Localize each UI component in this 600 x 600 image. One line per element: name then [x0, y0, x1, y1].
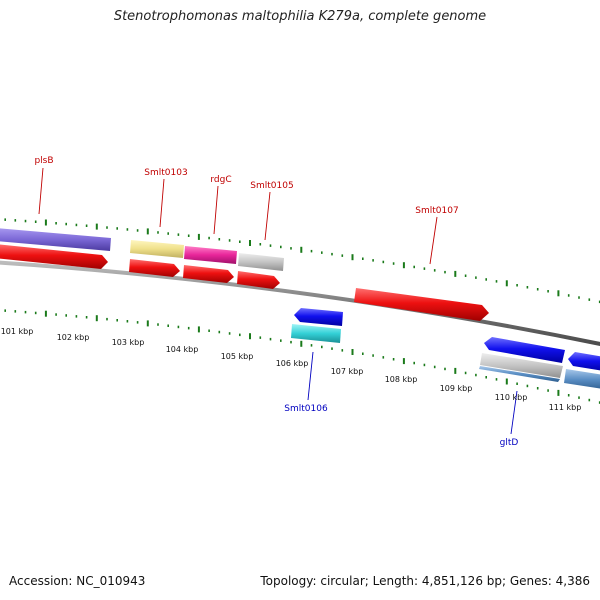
scale-label-109kbp: 109 kbp	[440, 384, 473, 393]
rdgC-feature-bar[interactable]	[184, 246, 237, 264]
gene-label-Smlt0103[interactable]: Smlt0103	[144, 168, 187, 178]
gltD-cds-arrow[interactable]	[484, 337, 565, 363]
scale-label-106kbp: 106 kbp	[276, 359, 309, 368]
genome-backbone	[0, 260, 600, 347]
forward-label-leaders	[38, 167, 438, 265]
scale-label-105kbp: 105 kbp	[221, 352, 254, 361]
scale-label-104kbp: 104 kbp	[166, 345, 199, 354]
Smlt0106-cds-arrow[interactable]	[294, 308, 343, 326]
gene-label-gltD[interactable]: gltD	[500, 438, 519, 448]
next-gene-cds-arrow[interactable]	[568, 352, 600, 372]
gene-label-Smlt0107[interactable]: Smlt0107	[415, 206, 458, 216]
Smlt0107-cds-arrow[interactable]	[354, 288, 489, 321]
Smlt0106-feature-bar[interactable]	[291, 324, 341, 343]
scale-label-101kbp: 101 kbp	[1, 327, 34, 336]
scale-label-108kbp: 108 kbp	[385, 375, 418, 384]
Smlt0103-feature-bar[interactable]	[130, 240, 184, 258]
plsB-feature-bar[interactable]	[0, 228, 111, 251]
Smlt0105-feature-bar[interactable]	[238, 253, 284, 271]
gene-label-Smlt0106[interactable]: Smlt0106	[284, 404, 328, 414]
plsB-cds-arrow[interactable]	[0, 244, 108, 269]
gltD-gray-feature-bar[interactable]	[480, 353, 563, 378]
map-title: Stenotrophomonas maltophilia K279a, comp…	[113, 9, 487, 24]
rdgC-cds-arrow[interactable]	[183, 265, 234, 283]
scale-label-103kbp: 103 kbp	[112, 338, 145, 347]
gltD-feature-bar[interactable]	[479, 366, 560, 382]
scale-label-107kbp: 107 kbp	[331, 367, 364, 376]
gene-label-plsB[interactable]: plsB	[34, 156, 53, 166]
Smlt0103-cds-arrow[interactable]	[129, 259, 180, 277]
scale-label-110kbp: 110 kbp	[495, 393, 528, 402]
topology-text: Topology: circular; Length: 4,851,126 bp…	[260, 574, 590, 588]
Smlt0105-cds-arrow[interactable]	[237, 271, 280, 289]
accession-text: Accession: NC_010943	[9, 574, 146, 588]
reverse-label-leaders	[307, 351, 518, 435]
scale-label-111kbp: 111 kbp	[549, 403, 582, 412]
scale-label-102kbp: 102 kbp	[57, 333, 90, 342]
next-gene-feature-bar[interactable]	[564, 369, 600, 390]
gene-label-rdgC[interactable]: rdgC	[210, 175, 231, 185]
gene-label-Smlt0105[interactable]: Smlt0105	[250, 181, 293, 191]
